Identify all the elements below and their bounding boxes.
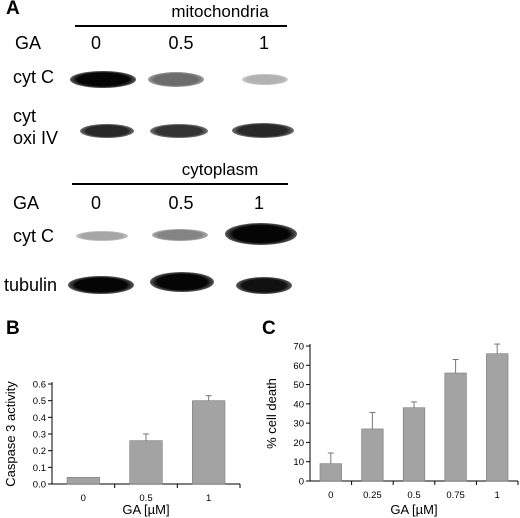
y-axis-label: Caspase 3 activity bbox=[3, 381, 18, 487]
blot-band bbox=[225, 223, 297, 245]
y-tick-label: 0.2 bbox=[33, 446, 46, 457]
x-tick-label: 1 bbox=[206, 493, 211, 504]
mitochondria-rule bbox=[75, 25, 287, 27]
y-tick-label: 30 bbox=[293, 419, 304, 430]
blot-band bbox=[68, 276, 134, 294]
chart-b: 0.0 0.1 0.2 0.3 0.4 0.5 0.6 0 0.5 1 GA [µM] Caspase… bbox=[3, 380, 241, 517]
y-tick-label: 0.3 bbox=[33, 430, 46, 441]
panel-label-b: B bbox=[6, 318, 20, 339]
blot-band bbox=[236, 277, 292, 294]
blot-band bbox=[232, 123, 294, 138]
x-tick-label: 0.25 bbox=[363, 490, 382, 501]
blot-band bbox=[148, 72, 204, 87]
mito-row-label-cytc: cyt C bbox=[13, 67, 55, 87]
y-tick-label: 0.1 bbox=[33, 463, 46, 474]
y-tick-label: 20 bbox=[293, 438, 304, 449]
blot-band bbox=[242, 74, 288, 85]
mito-dose-1: 0.5 bbox=[168, 33, 194, 53]
panel-label-a: A bbox=[6, 0, 20, 19]
bar bbox=[361, 428, 384, 482]
y-tick-label: 0 bbox=[299, 477, 304, 488]
bar bbox=[486, 353, 509, 482]
y-tick-label: 10 bbox=[293, 457, 304, 468]
x-axis-label: GA [µM] bbox=[390, 502, 437, 517]
cyto-dose-0: 0 bbox=[90, 193, 101, 213]
bar bbox=[129, 440, 163, 485]
cyto-ga-label: GA bbox=[13, 193, 40, 213]
y-axis-label: % cell death bbox=[264, 378, 279, 449]
x-tick-label: 1 bbox=[495, 490, 500, 501]
y-tick-label: 50 bbox=[293, 380, 304, 391]
y-tick-label: 0.6 bbox=[33, 380, 46, 391]
y-tick-label: 0.4 bbox=[33, 413, 46, 424]
mito-row-label-cytoxi-line2: oxi IV bbox=[13, 128, 59, 148]
x-tick-label: 0.5 bbox=[139, 493, 152, 504]
y-tick-label: 60 bbox=[293, 361, 304, 372]
y-tick-label: 40 bbox=[293, 399, 304, 410]
y-tick-label: 0.5 bbox=[33, 396, 46, 407]
x-tick-label: 0 bbox=[328, 490, 333, 501]
mito-ga-label: GA bbox=[15, 33, 42, 53]
cytoplasm-title: cytoplasm bbox=[181, 160, 259, 179]
x-tick-label: 0.75 bbox=[446, 490, 465, 501]
blot-band bbox=[76, 231, 128, 241]
cyto-row-label-tubulin: tubulin bbox=[4, 275, 58, 295]
cyto-dose-1: 0.5 bbox=[168, 193, 194, 213]
blot-band bbox=[80, 124, 134, 138]
mitochondria-title: mitochondria bbox=[171, 2, 269, 21]
y-tick-label: 70 bbox=[293, 342, 304, 353]
panel-label-c: C bbox=[262, 318, 276, 339]
chart-c: 0 10 20 30 40 50 60 70 0 0.25 0.5 0.75 1 GA [µM] % cel… bbox=[264, 342, 519, 517]
blot-band bbox=[152, 229, 208, 241]
x-axis-label: GA [µM] bbox=[122, 502, 169, 517]
blot-band bbox=[150, 272, 214, 292]
y-tick-label: 0.0 bbox=[33, 480, 46, 491]
x-tick-label: 0.5 bbox=[407, 490, 420, 501]
bar bbox=[444, 372, 467, 482]
mito-row-label-cytoxi-line1: cyt bbox=[13, 106, 37, 126]
bar bbox=[66, 477, 100, 485]
bar bbox=[192, 400, 226, 485]
mito-dose-2: 1 bbox=[258, 33, 269, 53]
bar bbox=[319, 463, 342, 482]
x-tick-label: 0 bbox=[81, 493, 86, 504]
blot-band bbox=[150, 124, 208, 138]
cyto-dose-2: 1 bbox=[253, 193, 264, 213]
blot-band bbox=[70, 71, 136, 88]
bar bbox=[402, 407, 426, 482]
cyto-row-label-cytc: cyt C bbox=[13, 226, 55, 246]
mito-dose-0: 0 bbox=[90, 33, 101, 53]
cytoplasm-rule bbox=[72, 183, 288, 185]
